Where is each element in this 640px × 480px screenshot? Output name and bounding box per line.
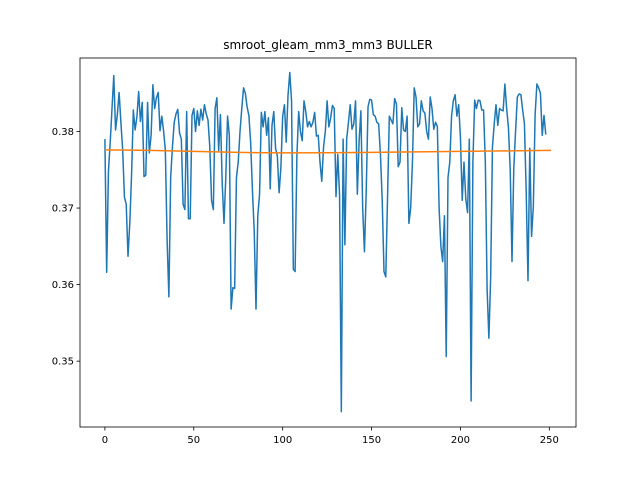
- series-layer: [104, 71, 552, 413]
- plot-frame: [79, 57, 577, 428]
- x-tick-label: 200: [451, 435, 470, 446]
- x-tick-label: 250: [540, 435, 559, 446]
- y-axis: 0.35 0.36 0.37 0.38: [52, 127, 80, 368]
- y-tick-label: 0.35: [52, 357, 74, 368]
- y-tick-label: 0.36: [52, 280, 74, 291]
- chart-title: smroot_gleam_mm3_mm3 BULLER: [223, 38, 433, 52]
- x-tick-label: 0: [102, 435, 108, 446]
- series-line-2: [104, 149, 552, 154]
- series-line-1: [104, 71, 547, 413]
- y-tick-label: 0.38: [52, 127, 74, 138]
- x-tick-label: 150: [362, 435, 381, 446]
- x-axis: 0 50 100 150 200 250: [102, 427, 559, 446]
- y-tick-label: 0.37: [52, 204, 74, 215]
- x-tick-label: 50: [187, 435, 200, 446]
- x-tick-label: 100: [273, 435, 292, 446]
